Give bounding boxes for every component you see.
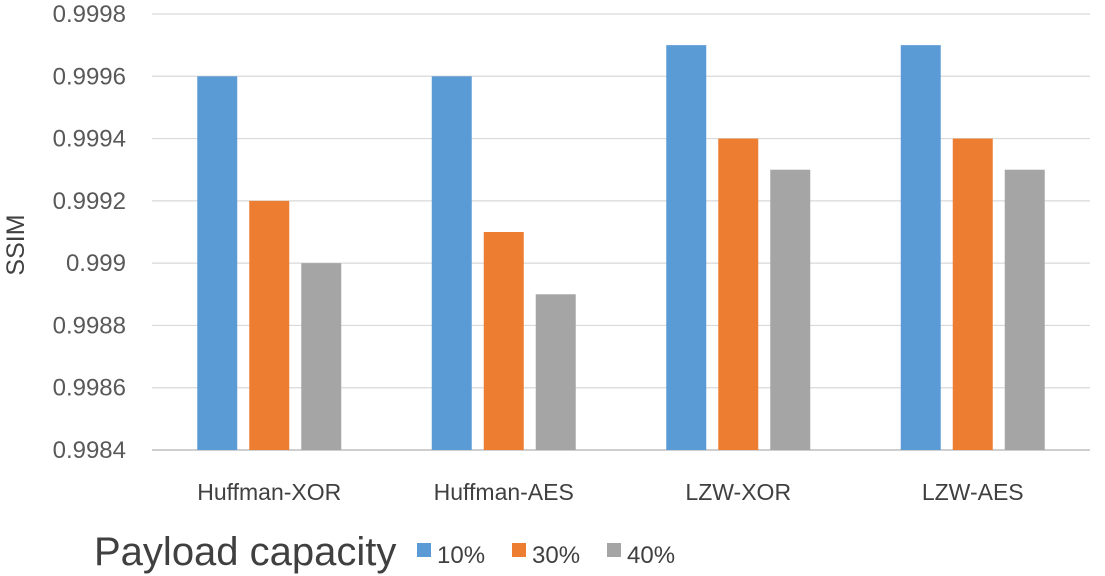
gridlines [152,13,1090,451]
x-axis-categories: Huffman-XOR Huffman-AES LZW-XOR LZW-AES [197,479,1023,505]
legend-swatch [607,543,621,557]
bar-lzw-aes-10pct [900,45,941,451]
y-tick-label: 0.9984 [53,437,126,464]
legend-swatch [417,543,431,557]
legend-label: 40% [627,542,675,569]
y-tick-label: 0.9996 [53,63,126,90]
y-tick-label: 0.9988 [53,312,126,339]
bars [197,45,1045,451]
bar-huffman-aes-40pct [535,294,576,450]
bar-huffman-xor-30pct [249,200,290,450]
x-category-label: LZW-XOR [685,479,791,505]
y-axis-label: SSIM [2,214,30,275]
bar-huffman-xor-40pct [301,263,342,450]
x-category-label: Huffman-AES [434,479,574,505]
legend: Payload capacity 10% 30% 40% [94,530,675,574]
y-axis-ticks: 0.9984 0.9986 0.9988 0.999 0.9992 0.9994 0.999… [53,1,126,464]
legend-title: Payload capacity [94,530,396,574]
bar-lzw-xor-10pct [666,45,707,451]
legend-items: 10% 30% 40% [417,542,675,569]
legend-swatch [512,543,526,557]
legend-label: 10% [437,542,485,569]
x-category-label: Huffman-XOR [197,479,341,505]
bar-huffman-xor-10pct [197,76,238,451]
y-tick-label: 0.9986 [53,375,126,402]
y-tick-label: 0.9994 [53,126,126,153]
bar-huffman-aes-10pct [431,76,472,451]
bar-lzw-aes-40pct [1004,169,1045,450]
x-category-label: LZW-AES [922,479,1024,505]
bar-lzw-xor-40pct [770,169,811,450]
bar-lzw-aes-30pct [952,138,993,451]
bar-lzw-xor-30pct [718,138,759,451]
bar-huffman-aes-30pct [483,232,524,450]
y-tick-label: 0.9998 [53,1,126,28]
y-tick-label: 0.999 [66,250,126,277]
legend-label: 30% [532,542,580,569]
y-tick-label: 0.9992 [53,188,126,215]
